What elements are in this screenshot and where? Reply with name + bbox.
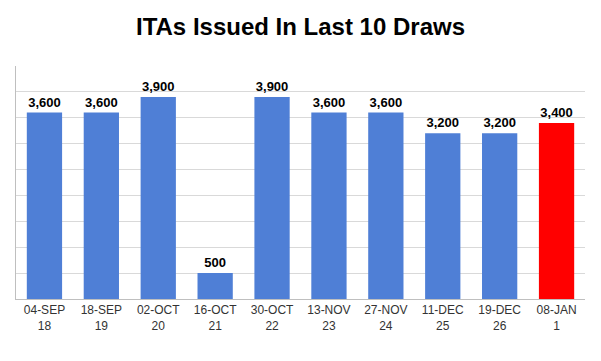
svg-text:500: 500: [204, 255, 226, 270]
svg-text:3,200: 3,200: [426, 115, 459, 130]
svg-text:3,400: 3,400: [540, 105, 573, 120]
svg-text:3,900: 3,900: [142, 79, 175, 94]
svg-text:16-OCT21: 16-OCT21: [194, 303, 237, 333]
svg-text:04-SEP18: 04-SEP18: [24, 303, 65, 333]
svg-text:02-OCT20: 02-OCT20: [137, 303, 180, 333]
svg-text:08-JAN1: 08-JAN1: [537, 303, 577, 333]
svg-text:13-NOV23: 13-NOV23: [307, 303, 350, 333]
svg-text:11-DEC25: 11-DEC25: [422, 303, 464, 333]
svg-text:18-SEP19: 18-SEP19: [81, 303, 122, 333]
svg-text:27-NOV24: 27-NOV24: [364, 303, 407, 333]
svg-text:3,600: 3,600: [85, 95, 118, 110]
svg-text:3,600: 3,600: [370, 95, 403, 110]
svg-text:30-OCT22: 30-OCT22: [251, 303, 294, 333]
svg-text:3,600: 3,600: [313, 95, 346, 110]
svg-text:3,200: 3,200: [483, 115, 516, 130]
svg-text:3,900: 3,900: [256, 79, 289, 94]
svg-text:ITAs Issued In Last 10 Draws: ITAs Issued In Last 10 Draws: [136, 13, 465, 40]
svg-text:19-DEC26: 19-DEC26: [478, 303, 521, 333]
svg-text:3,600: 3,600: [28, 95, 61, 110]
